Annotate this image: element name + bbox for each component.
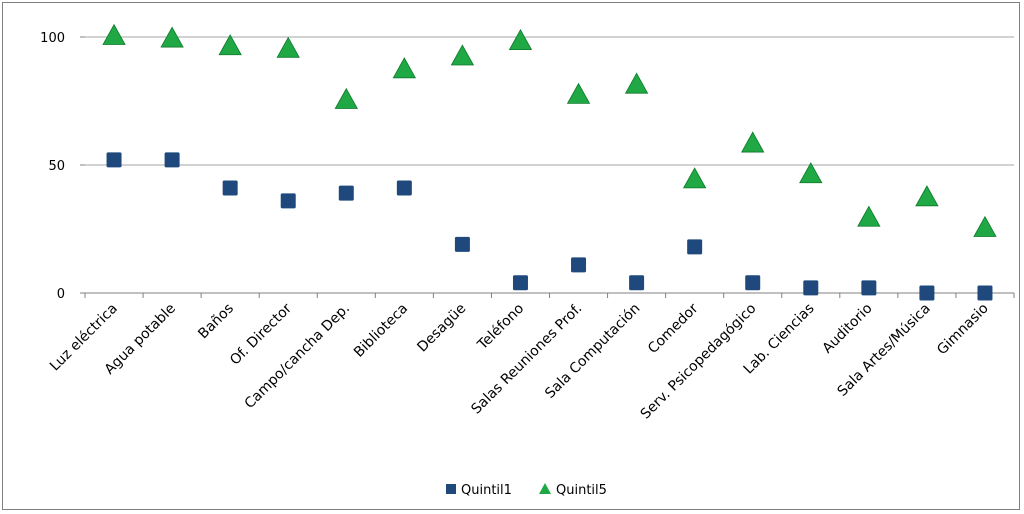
xtick-label: Campo/cancha Dep. — [242, 301, 353, 412]
data-point-quintil5 — [218, 34, 242, 56]
legend-quintil5-label: Quintil5 — [556, 483, 607, 498]
ytick-label: 100 — [40, 31, 65, 46]
data-point-quintil1 — [106, 152, 122, 168]
data-point-quintil1 — [396, 180, 412, 196]
xtick-label: Desagüe — [414, 301, 469, 356]
gridlines — [85, 36, 1014, 294]
data-point-quintil1 — [164, 152, 180, 168]
legend: Quintil1 Quintil5 — [446, 483, 607, 498]
data-point-quintil1 — [512, 275, 528, 291]
data-point-quintil1 — [629, 275, 645, 291]
data-point-quintil5 — [857, 205, 881, 227]
xtick-label: Serv. Psicopedagógico — [638, 301, 760, 423]
xtick-label: Teléfono — [474, 301, 527, 354]
data-point-quintil1 — [861, 280, 877, 296]
data-point-quintil5 — [160, 26, 184, 48]
data-point-quintil1 — [222, 180, 238, 196]
data-point-quintil5 — [102, 23, 126, 45]
y-axis-ticks: 0 50 100 — [40, 31, 85, 302]
data-point-quintil5 — [392, 57, 417, 79]
xtick-label: Auditorio — [819, 301, 875, 357]
data-point-quintil1 — [571, 257, 587, 273]
data-point-quintil5 — [508, 29, 533, 51]
data-point-quintil5 — [799, 162, 823, 184]
data-point-quintil1 — [803, 280, 819, 296]
data-point-quintil1 — [745, 275, 761, 291]
xtick-label: Baños — [195, 301, 237, 343]
data-point-quintil5 — [624, 72, 649, 94]
data-point-quintil1 — [977, 285, 993, 301]
xtick-label: Biblioteca — [351, 301, 411, 361]
series-quintil1 — [106, 152, 993, 301]
legend-quintil1-label: Quintil1 — [461, 483, 512, 498]
data-point-quintil5 — [915, 185, 939, 207]
data-series — [102, 23, 997, 301]
series-quintil5 — [102, 23, 997, 237]
xtick-label: Gimnasio — [934, 301, 992, 359]
data-point-quintil1 — [687, 239, 703, 255]
data-point-quintil1 — [338, 185, 354, 201]
xtick-label: Sala Computación — [542, 301, 643, 402]
data-point-quintil1 — [454, 236, 470, 252]
data-point-quintil1 — [919, 285, 935, 301]
data-point-quintil5 — [334, 87, 358, 109]
data-point-quintil5 — [276, 36, 300, 58]
ytick-label: 50 — [48, 159, 65, 174]
legend-quintil5-marker — [539, 483, 551, 494]
data-point-quintil1 — [280, 193, 296, 209]
data-point-quintil5 — [566, 82, 591, 104]
data-point-quintil5 — [741, 131, 765, 153]
xtick-label: Comedor — [645, 300, 702, 357]
data-point-quintil5 — [973, 215, 997, 237]
xtick-label: Salas Reuniones Prof. — [468, 301, 585, 418]
legend-quintil1-marker — [446, 484, 456, 494]
data-point-quintil5 — [682, 167, 707, 189]
data-point-quintil5 — [450, 44, 475, 66]
ytick-label: 0 — [57, 287, 65, 302]
